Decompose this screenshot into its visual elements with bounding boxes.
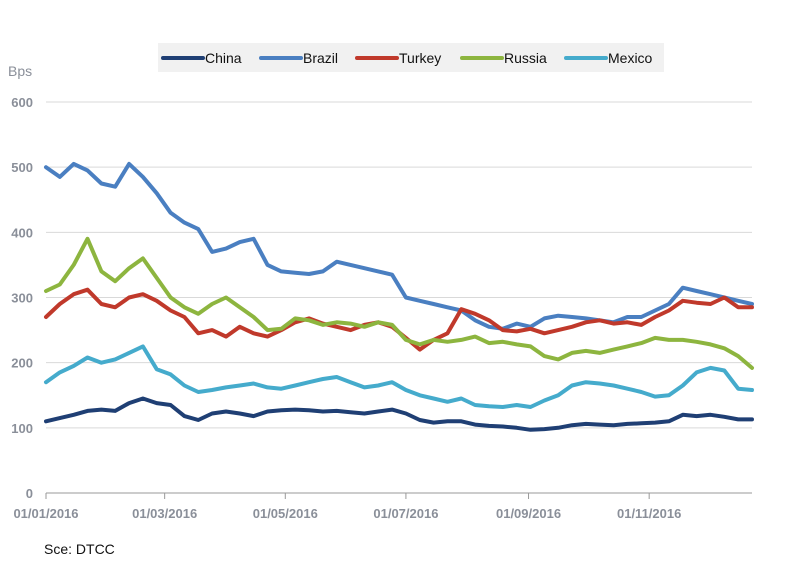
legend-label-russia: Russia bbox=[504, 50, 547, 66]
y-tick-label: 200 bbox=[11, 356, 33, 371]
y-tick-label: 500 bbox=[11, 160, 33, 175]
y-axis-ticks: 0 100 200 300 400 500 600 bbox=[11, 95, 33, 501]
source-note: Sce: DTCC bbox=[44, 541, 115, 557]
legend-label-brazil: Brazil bbox=[303, 50, 338, 66]
legend-label-turkey: Turkey bbox=[399, 50, 441, 66]
y-tick-label: 300 bbox=[11, 291, 33, 306]
x-axis: 01/01/2016 01/03/2016 01/05/2016 01/07/2016… bbox=[13, 492, 752, 521]
y-axis-label: Bps bbox=[8, 63, 32, 79]
legend-label-china: China bbox=[205, 50, 242, 66]
x-tick-label: 01/05/2016 bbox=[253, 506, 318, 521]
x-tick-label: 01/01/2016 bbox=[13, 506, 78, 521]
series-line-brazil bbox=[44, 161, 754, 331]
legend: China Brazil Turkey Russia Mexico bbox=[158, 43, 664, 72]
x-tick-label: 01/09/2016 bbox=[496, 506, 561, 521]
grid-lines bbox=[46, 101, 752, 494]
legend-label-mexico: Mexico bbox=[608, 50, 653, 66]
x-tick-label: 01/03/2016 bbox=[132, 506, 197, 521]
y-tick-label: 400 bbox=[11, 225, 33, 240]
y-tick-label: 0 bbox=[26, 486, 33, 501]
series-lines bbox=[44, 161, 754, 432]
x-tick-label: 01/07/2016 bbox=[373, 506, 438, 521]
series-line-mexico bbox=[44, 344, 754, 409]
x-tick-label: 01/11/2016 bbox=[617, 506, 681, 521]
series-line-china bbox=[44, 396, 754, 432]
y-tick-label: 100 bbox=[11, 421, 33, 436]
y-tick-label: 600 bbox=[11, 95, 33, 110]
series-line-russia bbox=[44, 236, 754, 370]
